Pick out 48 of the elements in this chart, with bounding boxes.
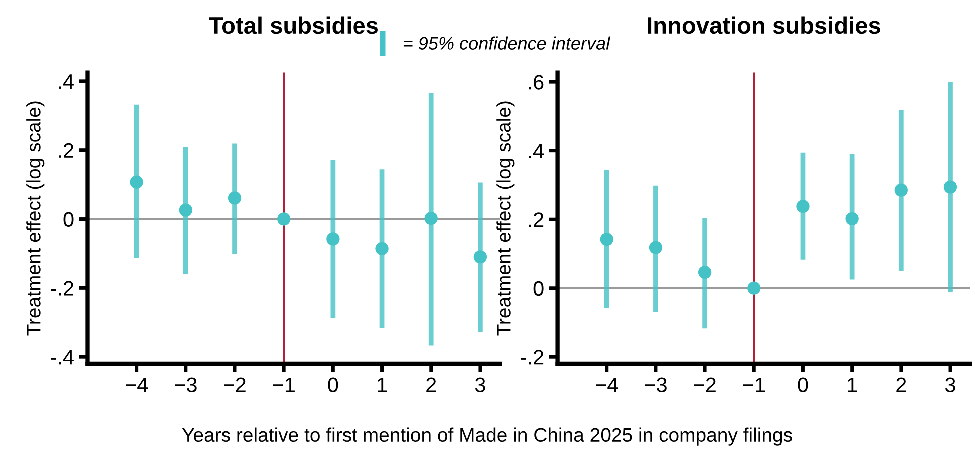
x-tick-label: −4 [596,378,618,392]
x-tick-label: −1 [273,378,295,392]
x-tick-label: −3 [175,378,197,392]
x-tick-label: 3 [475,378,486,392]
point [748,282,761,295]
point [649,241,663,254]
x-tick-label: −3 [645,378,667,392]
y-tick-label: .2 [59,143,74,158]
x-tick-label: 2 [896,378,906,392]
point [944,180,958,194]
x-tick-label: −2 [224,378,246,392]
x-tick-label: −1 [743,378,766,392]
y-tick-label: -.2 [51,281,74,296]
x-tick-label: 1 [378,378,388,392]
point [228,192,242,205]
y-axis-title: Treatment effect (log scale) [496,102,515,336]
y-tick-label: 0 [534,281,544,296]
point [894,184,908,197]
x-tick-label: 2 [426,378,436,392]
y-tick-label: .4 [529,144,544,158]
y-tick-label: .6 [529,75,544,90]
x-tick-label: −4 [126,378,148,392]
y-tick-label: .2 [529,212,544,228]
x-axis-title: Years relative to first mention of Made in China 2025 in company filings [182,428,792,446]
point [796,200,810,214]
y-tick-label: .4 [59,74,74,89]
chart-title: Total subsidies [209,16,378,34]
point [474,250,488,264]
point [698,266,712,280]
x-tick-label: −2 [694,378,716,392]
point [600,232,614,246]
point [376,242,389,256]
point [326,232,340,246]
point [278,212,291,226]
x-tick-label: 3 [945,378,956,392]
point [179,204,193,217]
x-tick-label: 1 [848,378,858,392]
text: = 95% confidence interval [404,36,611,50]
point [424,212,438,226]
chart-title: Innovation subsidies [648,16,880,34]
y-tick-label: -.2 [521,350,544,365]
y-tick-label: -.4 [51,350,74,365]
x-tick-label: 0 [328,378,338,392]
x-tick-label: 0 [798,378,808,392]
point [846,212,859,226]
point [130,176,144,189]
y-axis-title: Treatment effect (log scale) [26,102,45,336]
y-tick-label: 0 [64,212,74,228]
